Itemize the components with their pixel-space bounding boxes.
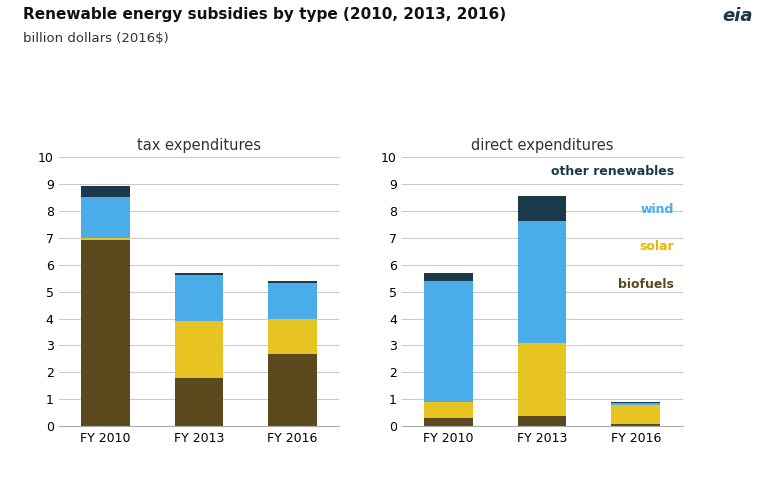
Text: wind: wind	[640, 203, 674, 216]
Bar	[81, 197, 129, 238]
Text: other renewables: other renewables	[551, 165, 674, 178]
Bar	[424, 402, 473, 418]
Bar	[175, 272, 223, 275]
Bar	[612, 405, 660, 423]
Title: tax expenditures: tax expenditures	[137, 138, 261, 153]
Text: eia: eia	[722, 7, 753, 25]
Bar	[518, 196, 566, 221]
Bar	[612, 402, 660, 403]
Text: solar: solar	[640, 241, 674, 253]
Bar	[81, 240, 129, 426]
Bar	[268, 354, 317, 426]
Bar	[175, 275, 223, 321]
Bar	[268, 318, 317, 354]
Bar	[81, 238, 129, 240]
Bar	[175, 378, 223, 426]
Text: biofuels: biofuels	[619, 278, 674, 291]
Text: Renewable energy subsidies by type (2010, 2013, 2016): Renewable energy subsidies by type (2010…	[23, 7, 506, 23]
Bar	[518, 416, 566, 426]
Bar	[268, 281, 317, 283]
Bar	[612, 423, 660, 426]
Bar	[268, 283, 317, 318]
Title: direct expenditures: direct expenditures	[471, 138, 613, 153]
Text: billion dollars (2016$): billion dollars (2016$)	[23, 32, 169, 45]
Bar	[81, 186, 129, 197]
Bar	[518, 221, 566, 343]
Bar	[424, 418, 473, 426]
Bar	[518, 343, 566, 416]
Bar	[612, 403, 660, 405]
Bar	[175, 321, 223, 378]
Bar	[424, 281, 473, 402]
Bar	[424, 272, 473, 281]
